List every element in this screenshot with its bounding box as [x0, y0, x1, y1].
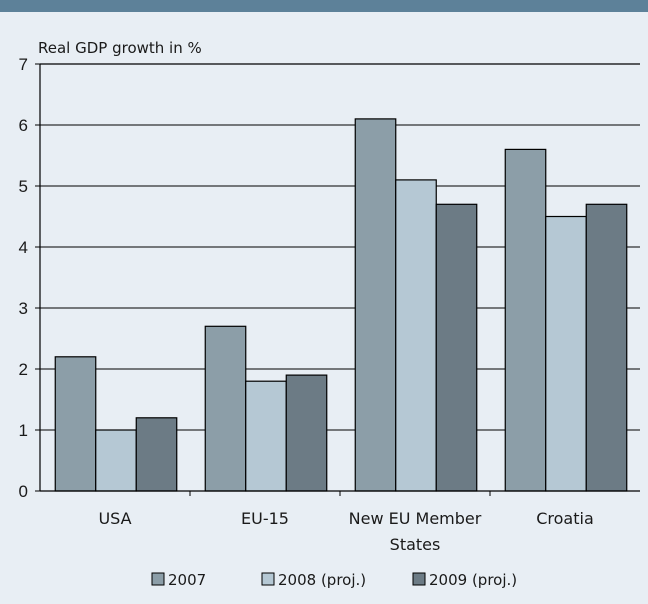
bar-2009-proj--3 [585, 203, 628, 492]
bar-2007-2 [354, 118, 397, 492]
legend-entry: 2007 [168, 571, 206, 589]
bar-2008-proj--3 [545, 215, 587, 492]
y-tick-label: 2 [19, 360, 28, 379]
header-band [0, 0, 648, 12]
bar-2007-3 [504, 148, 547, 492]
y-tick-label: 5 [19, 177, 28, 196]
bar-2007-0 [54, 356, 97, 492]
y-tick-label: 4 [19, 238, 28, 257]
bar-2009-proj--1 [285, 374, 328, 492]
legend-swatch [261, 572, 275, 586]
legend-swatch [151, 572, 165, 586]
x-category-label: Croatia [536, 509, 594, 528]
y-axis-label: Real GDP growth in % [38, 39, 202, 57]
axes [35, 63, 640, 496]
y-tick-label: 7 [19, 55, 28, 74]
legend-swatch [412, 572, 426, 586]
bar-2009-proj--2 [435, 203, 478, 492]
bar-2007-1 [204, 325, 247, 492]
y-tick-labels: 0 1 2 3 4 5 6 7 [19, 55, 28, 501]
legend-entry: 2009 (proj.) [429, 571, 517, 589]
legend-entry: 2008 (proj.) [278, 571, 366, 589]
y-tick-label: 6 [19, 116, 28, 135]
x-category-label: New EU Member [349, 509, 482, 528]
bar-2009-proj--0 [135, 417, 178, 492]
bar-2008-proj--2 [395, 179, 437, 492]
bar-2008-proj--1 [245, 380, 287, 492]
y-tick-label: 1 [19, 421, 28, 440]
y-tick-label: 0 [19, 482, 28, 501]
bars [54, 118, 628, 492]
x-category-label: EU-15 [241, 509, 289, 528]
x-category-label: States [390, 535, 441, 554]
category-labels: USA EU-15 New EU Member States Croatia [98, 509, 593, 554]
y-tick-label: 3 [19, 299, 28, 318]
x-category-label: USA [98, 509, 131, 528]
legend: 2007 2008 (proj.) 2009 (proj.) [151, 571, 517, 589]
bar-2008-proj--0 [95, 429, 137, 492]
